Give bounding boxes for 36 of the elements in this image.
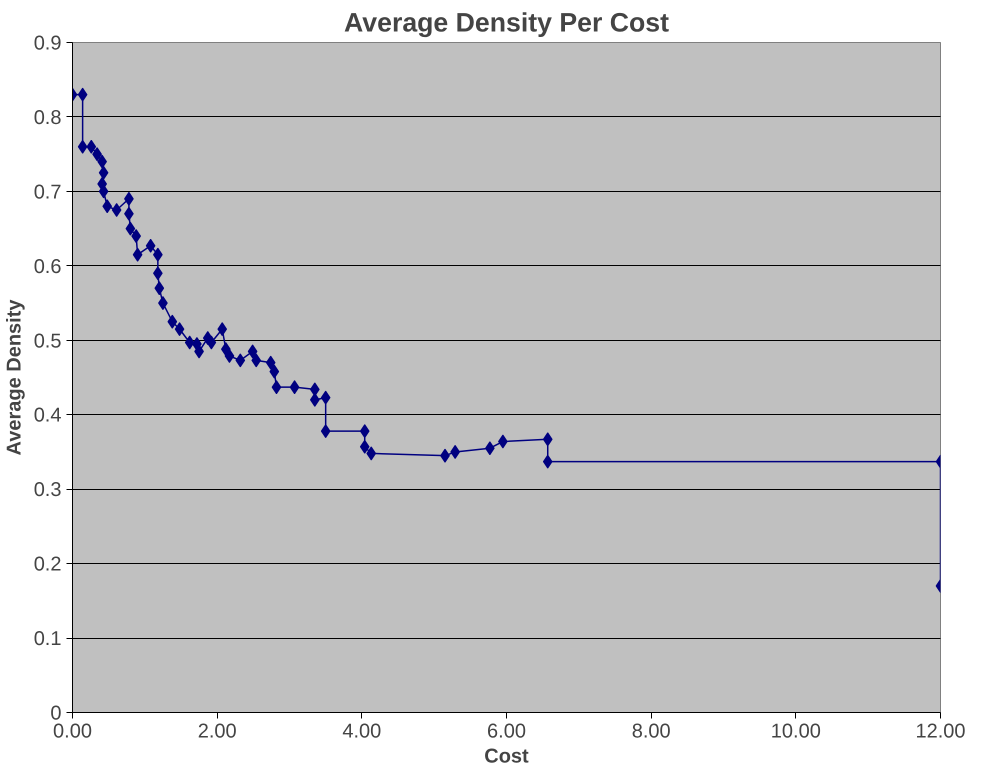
point (542, 432, 553, 446)
point (154, 281, 164, 296)
chart-title: Average Density Per Cost (344, 8, 670, 38)
y-tick-label: 0.6 (34, 256, 62, 278)
point (542, 454, 553, 469)
y-tick-label: 0.2 (34, 554, 62, 576)
point (217, 322, 228, 336)
point (235, 353, 246, 368)
y-tick-label: 0.3 (34, 479, 62, 502)
point (112, 203, 122, 217)
y-tick-label: 0.5 (34, 330, 62, 352)
y-tick-label: 0.8 (34, 106, 62, 129)
point (360, 424, 370, 438)
point (184, 336, 195, 350)
x-axis-title: Cost (484, 746, 530, 768)
x-tick-label: 2.00 (198, 720, 237, 742)
y-axis-title: Average Density (4, 298, 26, 456)
point (269, 364, 280, 379)
point (310, 382, 320, 396)
point (310, 392, 320, 407)
point (251, 353, 262, 368)
x-tick-label: 6.00 (487, 720, 526, 742)
y-tick-label: 0.4 (34, 404, 62, 427)
x-tick-label: 4.00 (342, 720, 382, 742)
y-tick-label: 0.1 (34, 628, 62, 650)
x-tick-label: 8.00 (632, 720, 671, 742)
y-tick-label: 0.9 (34, 32, 62, 54)
point (86, 140, 96, 154)
x-tick-label: 10.00 (770, 720, 821, 742)
point (266, 356, 276, 370)
point (360, 440, 370, 454)
point (366, 446, 376, 460)
point (102, 199, 112, 214)
y-tick-label: 0.7 (34, 181, 62, 204)
x-tick-label: 12.00 (915, 720, 966, 742)
point (167, 314, 178, 329)
